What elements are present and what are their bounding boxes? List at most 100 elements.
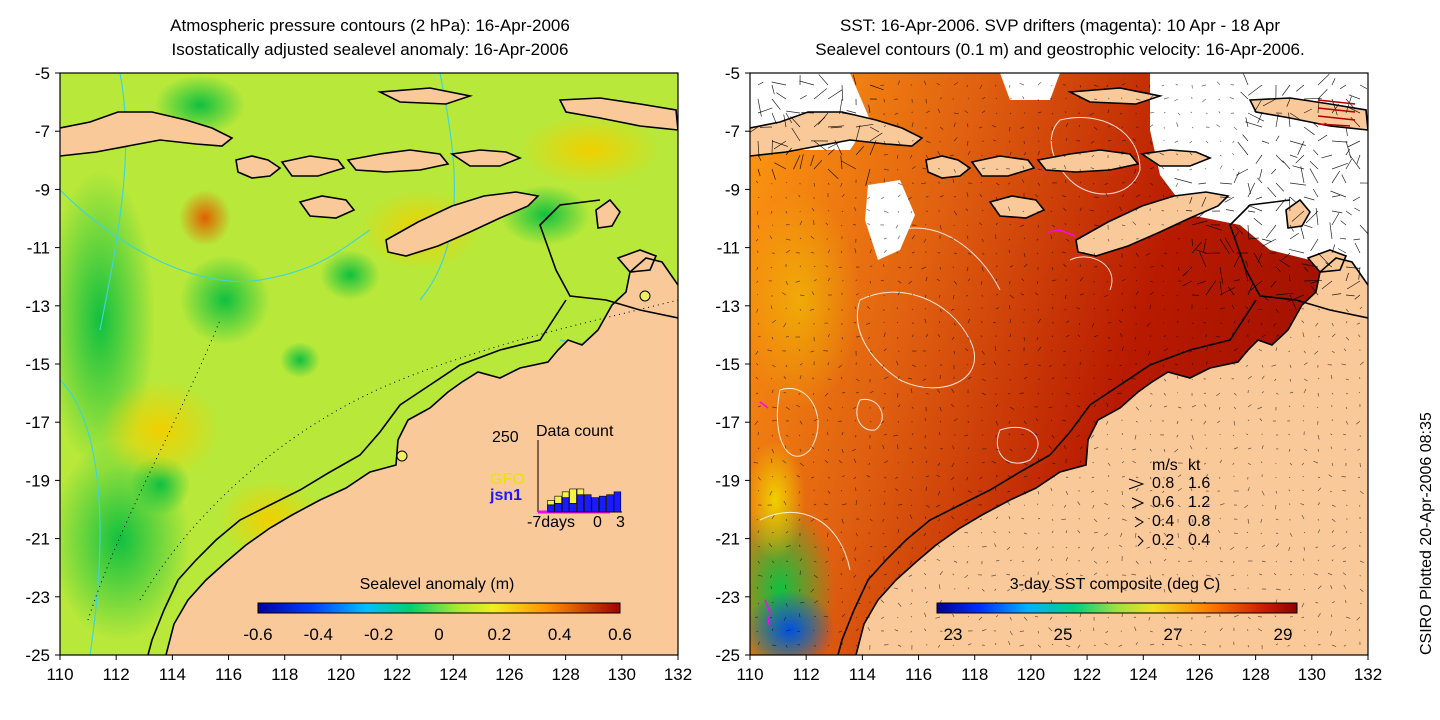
- inset-bar-jsn1: [554, 503, 562, 513]
- inset-title: Data count: [536, 423, 614, 440]
- right-lat-tick: -9: [725, 180, 740, 199]
- left-colorbar-tick: -0.6: [243, 625, 272, 644]
- left-colorbar-label: Sealevel anomaly (m): [360, 576, 515, 593]
- inset-bar-jsn1: [584, 494, 592, 513]
- data-count-inset: 250 Data count GFO jsn1 -7days 0 3: [489, 423, 625, 531]
- credit-label: CSIRO Plotted 20-Apr-2006 08:35: [1418, 412, 1435, 655]
- inset-series-jsn1: jsn1: [489, 487, 522, 504]
- right-lat-tick: -7: [725, 122, 740, 141]
- inset-bar-jsn1: [561, 497, 570, 513]
- right-lat-tick: -17: [715, 413, 740, 432]
- inset-bar-gfo: [547, 500, 555, 506]
- right-lat-tick: -21: [715, 530, 740, 549]
- left-lon-tick: 118: [271, 665, 298, 684]
- left-lat-tick: -9: [35, 180, 50, 199]
- left-lon-tick: 112: [103, 665, 130, 684]
- right-lat-tick: -23: [715, 588, 740, 607]
- left-lat-tick: -11: [27, 239, 50, 258]
- velocity-legend-kt: 0.4: [1188, 532, 1210, 549]
- inset-xtick-zero: 0: [593, 514, 602, 531]
- left-colorbar-tick: 0.4: [548, 625, 572, 644]
- velocity-legend-kt: 1.6: [1188, 475, 1210, 492]
- right-lon-tick: 122: [1073, 665, 1101, 684]
- left-lat-tick: -23: [25, 588, 50, 607]
- inset-bar-gfo: [576, 488, 585, 496]
- left-lon-tick: 124: [439, 665, 467, 684]
- left-lon-tick: 110: [46, 665, 73, 684]
- right-lon-tick: 124: [1129, 665, 1157, 684]
- right-colorbar-tick: 25: [1054, 625, 1073, 644]
- inset-bar-jsn1: [547, 504, 555, 513]
- left-lat-tick: -19: [25, 471, 50, 490]
- velocity-legend-kt-header: kt: [1188, 457, 1201, 474]
- inset-xtick-end: 3: [616, 514, 625, 531]
- left-map: [60, 73, 678, 655]
- velocity-legend: m/s kt 0.8 1.6 0.6 1.2 0.4 0.8 0.2 0.4: [1128, 457, 1210, 549]
- right-title-line1: SST: 16-Apr-2006. SVP drifters (magenta)…: [839, 16, 1281, 35]
- left-lon-tick: 114: [159, 665, 186, 684]
- velocity-legend-arrow: [1128, 478, 1145, 490]
- right-colorbar: 3-day SST composite (deg C) 23 25 27 29: [936, 576, 1298, 644]
- velocity-legend-arrow: [1131, 497, 1145, 509]
- velocity-legend-arrow: [1137, 535, 1144, 547]
- left-lat-tick: -15: [25, 355, 50, 374]
- left-lon-tick: 122: [383, 665, 411, 684]
- right-lon-tick: 110: [736, 665, 763, 684]
- right-map: [750, 73, 1368, 655]
- inset-series-gfo: GFO: [490, 471, 525, 488]
- velocity-legend-ms: 0.2: [1152, 532, 1174, 549]
- inset-bar-gfo: [569, 488, 577, 504]
- right-lon-tick: 130: [1298, 665, 1326, 684]
- velocity-vectors: [750, 73, 1368, 650]
- right-colorbar-tick: 29: [1274, 625, 1293, 644]
- right-lat-tick: -5: [725, 64, 740, 83]
- left-lat-tick: -13: [25, 297, 50, 316]
- left-title-line2: Isostatically adjusted sealevel anomaly:…: [171, 40, 569, 59]
- inset-xtick-start: -7days: [527, 514, 575, 531]
- right-lon-axis: 110 112 114 116 118 120 122 124 126 128 130 132: [736, 655, 1382, 684]
- inset-bar-gfo: [561, 491, 570, 498]
- inset-bar-jsn1: [606, 494, 614, 513]
- inset-bar-gfo: [554, 495, 562, 504]
- right-lat-tick: -15: [715, 355, 740, 374]
- velocity-legend-ms: 0.8: [1152, 475, 1174, 492]
- inset-bar-jsn1: [591, 497, 599, 513]
- right-lon-tick: 132: [1354, 665, 1382, 684]
- left-lat-tick: -5: [35, 64, 50, 83]
- right-title-line2: Sealevel contours (0.1 m) and geostrophi…: [815, 40, 1305, 59]
- right-lon-tick: 128: [1241, 665, 1269, 684]
- left-lon-tick: 126: [495, 665, 523, 684]
- left-lon-tick: 130: [608, 665, 636, 684]
- velocity-legend-ms: 0.6: [1152, 494, 1174, 511]
- right-colorbar-ticks: 23 25 27 29: [944, 625, 1293, 644]
- right-lon-tick: 126: [1185, 665, 1213, 684]
- left-colorbar-tick: -0.4: [304, 625, 333, 644]
- right-lat-axis: -5 -7 -9 -11 -13 -15 -17 -19 -21 -23 -25: [715, 64, 750, 665]
- left-colorbar-tick: 0: [434, 625, 443, 644]
- left-lat-tick: -25: [25, 646, 50, 665]
- right-colorbar-label: 3-day SST composite (deg C): [1010, 576, 1220, 593]
- left-colorbar-tick: 0.2: [488, 625, 512, 644]
- left-title-line1: Atmospheric pressure contours (2 hPa): 1…: [170, 16, 570, 35]
- inset-bars: [547, 488, 622, 513]
- right-lon-tick: 116: [905, 665, 932, 684]
- left-lon-tick: 132: [664, 665, 692, 684]
- right-lat-tick: -25: [715, 646, 740, 665]
- right-lon-tick: 118: [961, 665, 988, 684]
- inset-bar-jsn1: [613, 491, 622, 513]
- left-lon-tick: 120: [327, 665, 355, 684]
- velocity-legend-kt: 0.8: [1188, 513, 1210, 530]
- velocity-legend-kt: 1.2: [1188, 494, 1210, 511]
- inset-ymax-label: 250: [492, 429, 519, 446]
- right-lat-tick: -13: [715, 297, 740, 316]
- right-lat-tick: -19: [715, 471, 740, 490]
- left-lon-tick: 116: [215, 665, 242, 684]
- left-lat-tick: -7: [35, 122, 50, 141]
- right-lon-tick: 112: [793, 665, 820, 684]
- velocity-legend-ms: 0.4: [1152, 513, 1174, 530]
- left-colorbar: Sealevel anomaly (m) -0.6 -0.4 -0.2 0 0.2 0.4…: [243, 576, 631, 644]
- left-colorbar-tick: 0.6: [608, 625, 632, 644]
- left-lat-tick: -21: [25, 530, 50, 549]
- right-colorbar-tick: 23: [944, 625, 963, 644]
